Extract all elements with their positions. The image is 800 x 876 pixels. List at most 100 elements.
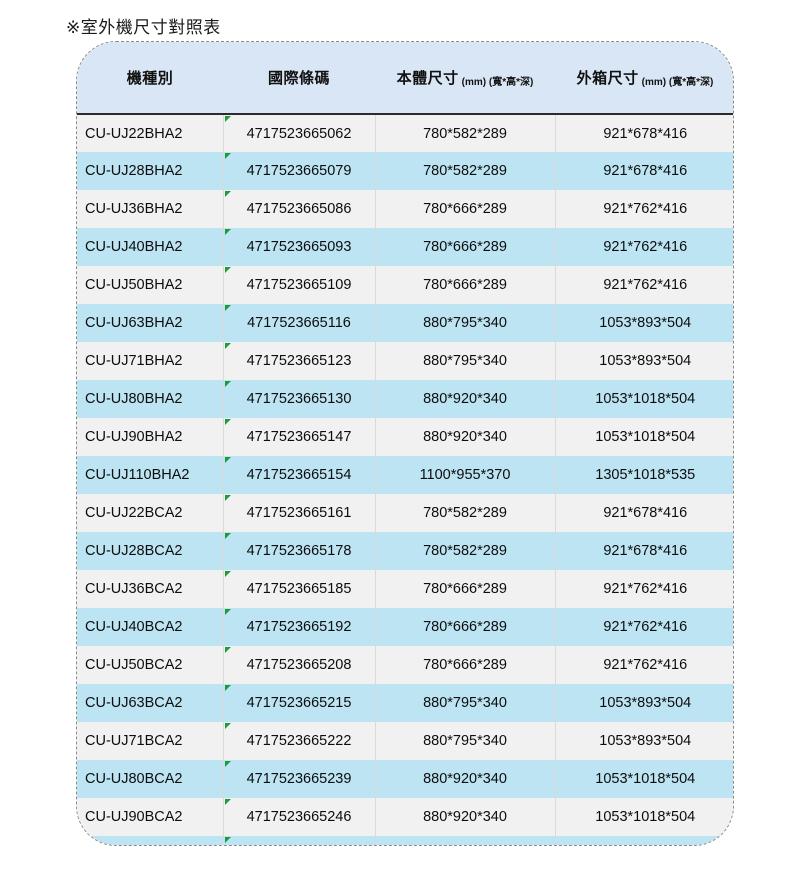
column-header-carton-dimensions-label: 外箱尺寸 (576, 70, 639, 87)
cell-barcode: 4717523665154 (223, 456, 376, 494)
column-header-carton-dimensions-unit: (mm) (寬*高*深) (641, 77, 714, 88)
cell-body-dimensions: 1100*955*370 (375, 456, 556, 494)
cell-model: CU-UJ80BCA2 (77, 760, 224, 798)
table-row: CU-UJ28BCA2 4717523665178 780*582*289 921*6… (77, 532, 733, 570)
cell-body-dimensions: 780*666*289 (375, 228, 556, 266)
cell-barcode: 4717523665086 (223, 190, 376, 228)
column-header-carton-dimensions: 外箱尺寸 (mm) (寬*高*深) (555, 42, 733, 115)
column-header-body-dimensions-label: 本體尺寸 (396, 70, 459, 87)
table-row: CU-UJ110BCA247175236652531100*955*370130… (77, 836, 733, 845)
error-indicator-icon (224, 191, 231, 197)
error-indicator-icon (224, 381, 231, 387)
table-header: 機種別 國際條碼 本體尺寸 (mm) (寬*高*深) 外箱尺寸 (mm) (寬*高*… (77, 42, 733, 115)
table-row: CU-UJ50BHA2 4717523665109 780*666*289 921*7… (77, 266, 733, 304)
cell-carton-dimensions: 1053*893*504 (555, 722, 733, 760)
cell-carton-dimensions: 921*762*416 (555, 608, 733, 646)
cell-body-dimensions: 880*795*340 (375, 722, 556, 760)
cell-carton-dimensions: 1053*893*504 (555, 684, 733, 722)
cell-carton-dimensions: 1053*893*504 (555, 304, 733, 342)
page-title: ※室外機尺寸對照表 (66, 18, 221, 37)
cell-body-dimensions: 780*582*289 (375, 152, 556, 190)
cell-carton-dimensions: 1305*1018*535 (555, 836, 733, 845)
table-row: CU-UJ80BCA2 4717523665239 880*920*340 1053*… (77, 760, 733, 798)
table-row: CU-UJ63BCA2 4717523665215 880*795*340 1053*… (77, 684, 733, 722)
cell-model: CU-UJ50BHA2 (77, 266, 224, 304)
outdoor-unit-spec-table: 機種別 國際條碼 本體尺寸 (mm) (寬*高*深) 外箱尺寸 (mm) (寬*高*… (77, 42, 733, 845)
table-row: CU-UJ71BHA2 4717523665123 880*795*340 1053*… (77, 342, 733, 380)
error-indicator-icon (224, 457, 231, 463)
column-header-barcode: 國際條碼 (223, 42, 375, 115)
cell-model: CU-UJ22BCA2 (77, 494, 224, 532)
cell-body-dimensions: 780*666*289 (375, 608, 556, 646)
table-row: CU-UJ28BHA2 4717523665079 780*582*289 921*6… (77, 152, 733, 190)
cell-model: CU-UJ40BCA2 (77, 608, 224, 646)
cell-carton-dimensions: 1053*1018*504 (555, 380, 733, 418)
cell-carton-dimensions: 1053*1018*504 (555, 798, 733, 836)
cell-body-dimensions: 880*795*340 (375, 684, 556, 722)
cell-model: CU-UJ63BHA2 (77, 304, 224, 342)
cell-model: CU-UJ71BCA2 (77, 722, 224, 760)
error-indicator-icon (224, 533, 231, 539)
cell-carton-dimensions: 921*678*416 (555, 152, 733, 190)
error-indicator-icon (224, 837, 231, 843)
cell-barcode: 4717523665222 (223, 722, 376, 760)
table-row: CU-UJ90BHA2 4717523665147 880*920*340 1053*… (77, 418, 733, 456)
cell-model: CU-UJ90BHA2 (77, 418, 224, 456)
cell-model: CU-UJ50BCA2 (77, 646, 224, 684)
error-indicator-icon (224, 343, 231, 349)
cell-barcode: 4717523665178 (223, 532, 376, 570)
cell-carton-dimensions: 921*762*416 (555, 228, 733, 266)
error-indicator-icon (224, 116, 231, 122)
cell-body-dimensions: 880*795*340 (375, 342, 556, 380)
column-header-body-dimensions-unit: (mm) (寬*高*深) (461, 77, 534, 88)
cell-body-dimensions: 880*795*340 (375, 304, 556, 342)
cell-barcode: 4717523665093 (223, 228, 376, 266)
cell-barcode: 4717523665208 (223, 646, 376, 684)
column-header-barcode-label: 國際條碼 (267, 70, 330, 87)
cell-body-dimensions: 780*666*289 (375, 646, 556, 684)
error-indicator-icon (224, 571, 231, 577)
cell-barcode: 4717523665192 (223, 608, 376, 646)
table-row: CU-UJ63BHA2 4717523665116 880*795*340 1053*… (77, 304, 733, 342)
cell-barcode: 4717523665123 (223, 342, 376, 380)
cell-carton-dimensions: 1053*1018*504 (555, 760, 733, 798)
error-indicator-icon (224, 267, 231, 273)
cell-body-dimensions: 880*920*340 (375, 380, 556, 418)
cell-barcode: 4717523665062 (223, 114, 376, 152)
error-indicator-icon (224, 229, 231, 235)
cell-carton-dimensions: 921*678*416 (555, 494, 733, 532)
table-row: CU-UJ40BCA2 4717523665192 780*666*289 921*7… (77, 608, 733, 646)
error-indicator-icon (224, 305, 231, 311)
cell-barcode: 4717523665253 (223, 836, 376, 845)
cell-model: CU-UJ110BCA2 (77, 836, 224, 845)
cell-carton-dimensions: 1053*1018*504 (555, 418, 733, 456)
cell-barcode: 4717523665215 (223, 684, 376, 722)
cell-body-dimensions: 780*582*289 (375, 114, 556, 152)
cell-model: CU-UJ36BCA2 (77, 570, 224, 608)
cell-barcode: 4717523665109 (223, 266, 376, 304)
error-indicator-icon (224, 609, 231, 615)
cell-body-dimensions: 780*666*289 (375, 570, 556, 608)
cell-body-dimensions: 880*920*340 (375, 798, 556, 836)
cell-barcode: 4717523665246 (223, 798, 376, 836)
cell-carton-dimensions: 921*678*416 (555, 114, 733, 152)
cell-model: CU-UJ40BHA2 (77, 228, 224, 266)
cell-model: CU-UJ80BHA2 (77, 380, 224, 418)
cell-barcode: 4717523665161 (223, 494, 376, 532)
table-row: CU-UJ36BHA2 4717523665086 780*666*289 921*7… (77, 190, 733, 228)
cell-body-dimensions: 780*666*289 (375, 190, 556, 228)
table-row: CU-UJ22BCA2 4717523665161 780*582*289 921*6… (77, 494, 733, 532)
cell-model: CU-UJ110BHA2 (77, 456, 224, 494)
cell-carton-dimensions: 1305*1018*535 (555, 456, 733, 494)
error-indicator-icon (224, 761, 231, 767)
table-row: CU-UJ22BHA2 4717523665062 780*582*289 921*6… (77, 114, 733, 152)
table-row: CU-UJ50BCA2 4717523665208 780*666*289 921*7… (77, 646, 733, 684)
cell-model: CU-UJ36BHA2 (77, 190, 224, 228)
table-row: CU-UJ71BCA2 4717523665222 880*795*340 1053*… (77, 722, 733, 760)
table-row: CU-UJ80BHA2 4717523665130 880*920*340 1053*… (77, 380, 733, 418)
table-row: CU-UJ110BHA2 4717523665154 1100*955*370 130… (77, 456, 733, 494)
column-header-body-dimensions: 本體尺寸 (mm) (寬*高*深) (375, 42, 555, 115)
cell-carton-dimensions: 921*762*416 (555, 570, 733, 608)
cell-model: CU-UJ63BCA2 (77, 684, 224, 722)
